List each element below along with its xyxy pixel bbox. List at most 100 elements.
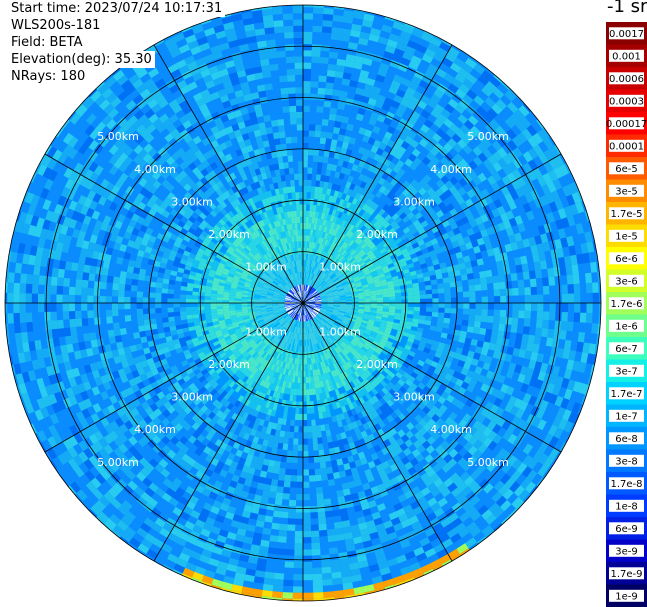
field-cell xyxy=(316,323,321,330)
field-cell xyxy=(395,361,403,369)
field-cell xyxy=(25,312,33,323)
field-cell xyxy=(204,296,211,300)
field-cell xyxy=(526,342,534,352)
field-cell xyxy=(344,494,353,502)
field-cell xyxy=(360,430,368,439)
field-cell xyxy=(380,338,388,344)
field-cell xyxy=(356,331,363,337)
field-cell xyxy=(303,413,308,421)
field-cell xyxy=(277,536,287,543)
field-cell xyxy=(297,314,300,321)
field-cell xyxy=(431,422,441,432)
field-cell xyxy=(370,466,379,475)
field-cell xyxy=(308,456,315,464)
field-cell xyxy=(347,455,355,463)
field-cell xyxy=(418,370,426,379)
field-cell xyxy=(344,538,355,546)
field-cell xyxy=(312,357,316,364)
field-cell xyxy=(369,531,380,541)
field-cell xyxy=(287,369,292,376)
field-cell xyxy=(364,305,371,308)
field-cell xyxy=(320,307,327,310)
field-cell xyxy=(379,566,391,576)
field-cell xyxy=(283,374,288,382)
field-cell xyxy=(377,561,389,570)
field-cell xyxy=(278,373,283,380)
field-cell xyxy=(537,419,547,431)
field-cell xyxy=(295,524,303,532)
field-cell xyxy=(120,264,129,272)
field-cell xyxy=(313,324,318,331)
field-cell xyxy=(443,522,455,534)
field-cell xyxy=(300,309,303,316)
field-cell xyxy=(367,500,377,509)
field-cell xyxy=(430,440,441,450)
field-cell xyxy=(303,364,306,371)
field-cell xyxy=(289,338,293,345)
field-cell xyxy=(37,293,45,303)
field-cell xyxy=(344,312,352,315)
field-cell xyxy=(307,306,313,311)
field-cell xyxy=(161,293,168,299)
field-cell xyxy=(397,397,405,405)
field-cell xyxy=(430,360,439,368)
field-cell xyxy=(320,355,325,362)
field-cell xyxy=(32,321,40,332)
field-cell xyxy=(384,552,396,561)
field-cell xyxy=(474,366,483,375)
field-cell xyxy=(375,375,383,383)
field-cell xyxy=(382,578,395,588)
field-cell xyxy=(354,335,361,341)
field-cell xyxy=(290,332,294,339)
field-cell xyxy=(432,307,439,313)
field-cell xyxy=(291,407,296,414)
field-cell xyxy=(242,484,251,493)
field-cell xyxy=(370,305,377,309)
field-cell xyxy=(512,437,523,448)
field-cell xyxy=(351,311,358,315)
field-cell xyxy=(388,349,396,356)
field-cell xyxy=(414,431,423,440)
field-cell xyxy=(380,474,390,484)
field-cell xyxy=(308,304,315,307)
field-cell xyxy=(316,323,322,329)
field-cell xyxy=(497,330,505,339)
field-cell xyxy=(311,319,315,326)
field-cell xyxy=(105,303,112,310)
field-cell xyxy=(259,432,266,440)
field-cell xyxy=(281,499,290,506)
field-cell xyxy=(377,354,385,361)
field-cell xyxy=(303,352,305,359)
field-cell xyxy=(317,322,322,328)
field-cell xyxy=(401,401,410,410)
field-cell xyxy=(315,487,323,494)
field-cell xyxy=(358,358,366,366)
field-cell xyxy=(351,401,358,409)
field-cell xyxy=(472,420,482,430)
field-cell xyxy=(441,365,450,374)
field-cell xyxy=(427,553,439,564)
field-cell xyxy=(82,272,90,281)
field-cell xyxy=(173,303,180,308)
field-cell xyxy=(319,311,326,315)
field-cell xyxy=(380,361,388,368)
field-cell xyxy=(253,468,262,477)
field-cell xyxy=(278,529,288,537)
field-cell xyxy=(296,389,300,396)
field-cell xyxy=(173,307,180,312)
field-cell xyxy=(308,333,311,340)
field-cell xyxy=(502,488,514,500)
field-cell xyxy=(502,451,513,463)
field-cell xyxy=(327,473,334,481)
field-cell xyxy=(313,325,317,332)
field-cell xyxy=(300,309,302,316)
field-cell xyxy=(303,370,306,377)
field-cell xyxy=(363,415,371,423)
field-cell xyxy=(406,452,416,462)
field-cell xyxy=(455,467,466,478)
field-cell xyxy=(418,418,428,428)
field-cell xyxy=(329,336,335,342)
field-cell xyxy=(298,364,301,371)
field-cell xyxy=(467,445,478,456)
field-cell xyxy=(315,425,321,432)
